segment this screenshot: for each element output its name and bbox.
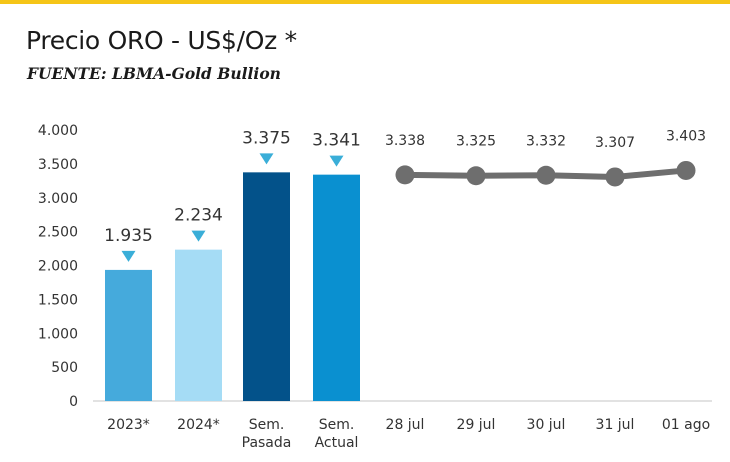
accent-bar: [0, 0, 730, 4]
x-tick-label: 31 jul: [596, 417, 635, 433]
y-tick-label: 2.000: [38, 259, 78, 275]
x-tick-label: 01 ago: [662, 417, 710, 433]
y-tick-label: 1.500: [38, 292, 78, 308]
x-tick-label: Sem.: [319, 417, 355, 433]
x-tick-label: Sem.: [249, 417, 285, 433]
bar-data-label: 1.935: [104, 226, 153, 246]
y-tick-label: 3.500: [38, 157, 78, 173]
x-tick-label: 30 jul: [527, 417, 566, 433]
line-series: 3.338 3.325 3.332 3.307 3.403: [385, 128, 706, 187]
x-tick-label: Actual: [315, 435, 359, 451]
x-tick-label: 2024*: [177, 417, 220, 433]
line-data-label: 3.403: [666, 128, 706, 144]
line-point: [466, 166, 486, 186]
chart-title: Precio ORO - US$/Oz *: [26, 26, 297, 55]
y-tick-label: 3.000: [38, 191, 78, 207]
bar-series: 1.935 2.234 3.375 3.341: [104, 128, 361, 401]
down-triangle-icon: [191, 230, 206, 242]
bar: [105, 269, 152, 401]
y-tick-label: 0: [69, 394, 78, 410]
y-axis: 0 500 1.000 1.500 2.000 2.500 3.000 3.500 4.000: [38, 123, 78, 410]
bar-data-label: 3.375: [242, 128, 291, 148]
line-point: [395, 165, 415, 185]
line-data-label: 3.332: [526, 133, 566, 149]
y-tick-label: 1.000: [38, 326, 78, 342]
bar: [313, 174, 360, 401]
line-data-label: 3.338: [385, 133, 425, 149]
y-tick-label: 4.000: [38, 123, 78, 139]
bar: [175, 249, 222, 401]
y-tick-label: 500: [51, 360, 78, 376]
bar-data-label: 3.341: [312, 131, 361, 151]
bar-data-label: 2.234: [174, 206, 223, 226]
line-point: [676, 160, 696, 180]
x-tick-label: 28 jul: [386, 417, 425, 433]
line-data-label: 3.325: [456, 134, 496, 150]
down-triangle-icon: [329, 155, 344, 167]
x-tick-label: 29 jul: [457, 417, 496, 433]
down-triangle-icon: [259, 153, 274, 165]
down-triangle-icon: [121, 250, 136, 262]
x-axis: 2023* 2024* Sem. Pasada Sem. Actual 28 jul 29 j…: [107, 417, 710, 451]
x-tick-label: Pasada: [242, 435, 292, 451]
y-tick-label: 2.500: [38, 225, 78, 241]
line-point: [605, 167, 625, 187]
chart-subtitle: FUENTE: LBMA-Gold Bullion: [27, 64, 281, 83]
line-data-label: 3.307: [595, 135, 635, 151]
line-point: [536, 165, 556, 185]
bar: [243, 172, 290, 401]
x-tick-label: 2023*: [107, 417, 150, 433]
